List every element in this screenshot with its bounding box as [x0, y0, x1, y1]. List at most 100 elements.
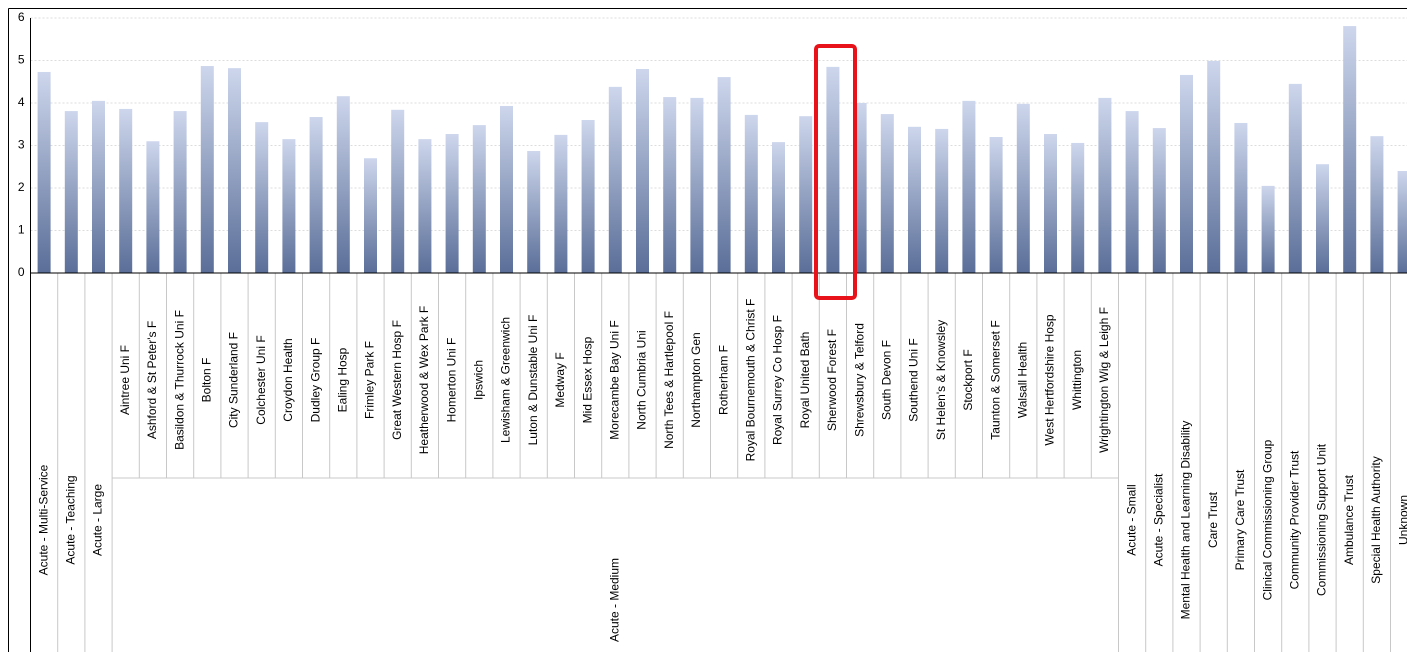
x-tick-label: Acute - Multi-Service	[36, 464, 50, 575]
bar	[1098, 97, 1112, 274]
x-tick-label: North Cumbria Uni	[635, 330, 649, 429]
bar	[1316, 164, 1329, 273]
bar	[1016, 103, 1030, 273]
x-tick-label: Mid Essex Hosp	[580, 336, 594, 423]
x-tick-label: Unknown	[1396, 495, 1407, 545]
bar	[200, 66, 214, 274]
x-tick-label: Luton & Dunstable Uni F	[526, 315, 540, 446]
x-tick-label: Medway F	[553, 352, 567, 407]
bar	[282, 139, 296, 273]
x-tick-label: Commissioning Support Unit	[1315, 443, 1329, 596]
x-tick-label: Lewisham & Greenwich	[499, 317, 513, 443]
bar	[1152, 128, 1166, 273]
bar	[1180, 74, 1193, 273]
bar	[663, 97, 677, 273]
x-tick-label: Rotherham F	[716, 345, 730, 415]
x-tick-label: Royal Bournemouth & Christ F	[743, 299, 757, 462]
y-tick-label: 0	[18, 265, 25, 279]
x-tick-label: Great Western Hosp F	[390, 320, 404, 440]
x-tick-label: City Sunderland F	[227, 332, 241, 428]
x-tick-label: Croydon Health	[281, 338, 295, 421]
x-tick-label: Clinical Commissioning Group	[1260, 439, 1274, 600]
x-tick-label: South Devon F	[879, 340, 893, 420]
x-tick-label: Acute - Small	[1124, 484, 1138, 555]
x-tick-label: Bolton F	[199, 358, 213, 403]
bar	[527, 151, 541, 273]
bar	[908, 126, 921, 273]
x-tick-label: Royal United Bath	[798, 332, 812, 429]
x-tick-label: Taunton & Somerset F	[988, 320, 1002, 439]
x-tick-label: Aintree Uni F	[118, 345, 132, 415]
x-tick-label: Shrewsbury & Telford	[852, 323, 866, 437]
bar	[64, 111, 78, 273]
bar	[391, 109, 405, 273]
x-tick-label: Special Health Authority	[1369, 456, 1383, 583]
x-tick-label: Primary Care Trust	[1233, 469, 1247, 570]
x-tick-label: Morecambe Bay Uni F	[607, 320, 621, 439]
bar	[826, 66, 840, 273]
bar	[799, 116, 813, 273]
bar	[1397, 171, 1407, 273]
x-tick-label: Northampton Gen	[689, 332, 703, 427]
bar	[880, 114, 894, 273]
bar	[309, 117, 323, 274]
bar	[935, 128, 949, 273]
bar	[581, 120, 595, 273]
x-tick-label: Mental Health and Learning Disability	[1179, 421, 1193, 620]
bar	[255, 122, 269, 273]
bar	[336, 96, 350, 273]
y-tick-label: 5	[18, 53, 25, 67]
bar	[1207, 60, 1221, 273]
x-tick-label: Dudley Group F	[308, 338, 322, 423]
x-tick-label: St Helen's & Knowsley	[934, 320, 948, 440]
bar	[1288, 83, 1302, 273]
bar	[1125, 111, 1139, 273]
x-tick-label: Heatherwood & Wex Park F	[417, 306, 431, 455]
bar	[364, 158, 377, 273]
highlight-box	[814, 44, 857, 300]
y-tick-label: 6	[18, 10, 25, 24]
bar	[636, 69, 649, 273]
bar	[744, 114, 758, 274]
y-tick-label: 4	[18, 95, 25, 109]
x-tick-label: Homerton Uni F	[444, 338, 458, 423]
x-tick-label: Acute - Teaching	[63, 475, 77, 564]
x-tick-label: Community Provider Trust	[1287, 450, 1301, 589]
bar	[608, 86, 622, 273]
x-tick-label: Royal Surrey Co Hosp F	[771, 315, 785, 445]
x-tick-label: Basildon & Thurrock Uni F	[172, 310, 186, 450]
bar	[1071, 142, 1085, 273]
bar	[418, 139, 432, 273]
bar	[717, 77, 731, 273]
bar	[989, 137, 1003, 273]
x-tick-label: Colchester Uni F	[254, 335, 268, 424]
bar	[119, 108, 133, 273]
bar	[1370, 136, 1384, 273]
bar	[37, 71, 51, 273]
x-tick-label: Stockport F	[961, 349, 975, 410]
bar	[146, 141, 160, 273]
bar	[690, 97, 704, 274]
x-tick-label: Whittington	[1070, 350, 1084, 410]
bar	[173, 111, 187, 273]
bar	[472, 125, 486, 273]
x-tick-label: Sherwood Forest F	[825, 329, 839, 431]
x-tick-label: Ealing Hosp	[335, 347, 349, 412]
bar	[554, 134, 568, 273]
x-tick-label: Wrightington Wig & Leigh F	[1097, 307, 1111, 453]
x-tick-label: Ipswich	[471, 360, 485, 400]
bar	[962, 100, 976, 273]
bar	[228, 68, 241, 274]
x-tick-label: Walsall Health	[1015, 342, 1029, 418]
x-tick-label: Acute - Large	[91, 484, 105, 556]
x-tick-label: Ashford & St Peter's F	[145, 321, 159, 439]
plot: 0 1 2 3 4 5 6 Acute - Multi-Service Acute - Teac…	[18, 10, 1407, 652]
x-tick-label: Acute - Specialist	[1151, 473, 1165, 566]
x-tick-label: North Tees & Hartlepool F	[662, 311, 676, 449]
y-tick-label: 3	[18, 138, 25, 152]
bar	[1234, 122, 1248, 273]
bar	[772, 142, 785, 273]
bar	[1343, 26, 1357, 274]
bar	[1044, 134, 1057, 273]
